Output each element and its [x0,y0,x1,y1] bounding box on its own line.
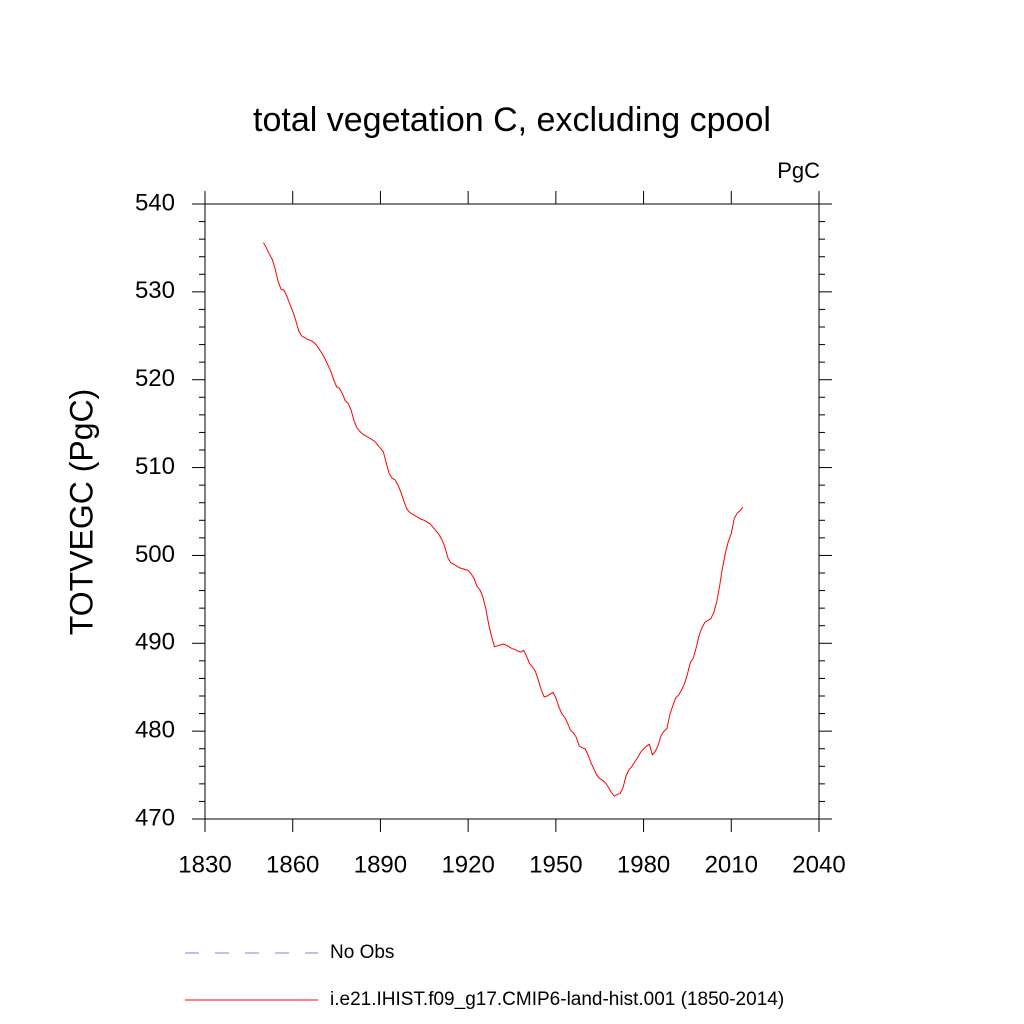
x-tick-label: 1980 [617,851,670,878]
x-tick-label: 1890 [354,851,407,878]
legend-label: No Obs [330,942,394,963]
y-tick-label: 480 [135,716,175,743]
plot-frame [204,203,820,820]
y-tick-label: 540 [135,189,175,216]
y-tick-label: 470 [135,804,175,831]
y-tick-label: 500 [135,541,175,568]
legend-label: i.e21.IHIST.f09_g17.CMIP6-land-hist.001 … [330,989,784,1010]
y-tick-label: 520 [135,365,175,392]
units-label: PgC [777,158,820,183]
y-tick-label: 530 [135,277,175,304]
x-tick-label: 1860 [266,851,319,878]
y-tick-label: 510 [135,453,175,480]
y-axis-label: TOTVEGC (PgC) [63,389,99,636]
x-tick-label: 2010 [705,851,758,878]
x-tick-label: 1950 [529,851,582,878]
data-line [263,242,744,797]
x-tick-label: 1920 [441,851,494,878]
x-tick-label: 2040 [792,851,845,878]
x-tick-label: 1830 [178,851,231,878]
chart-title: total vegetation C, excluding cpool [253,101,771,139]
y-tick-label: 490 [135,629,175,656]
